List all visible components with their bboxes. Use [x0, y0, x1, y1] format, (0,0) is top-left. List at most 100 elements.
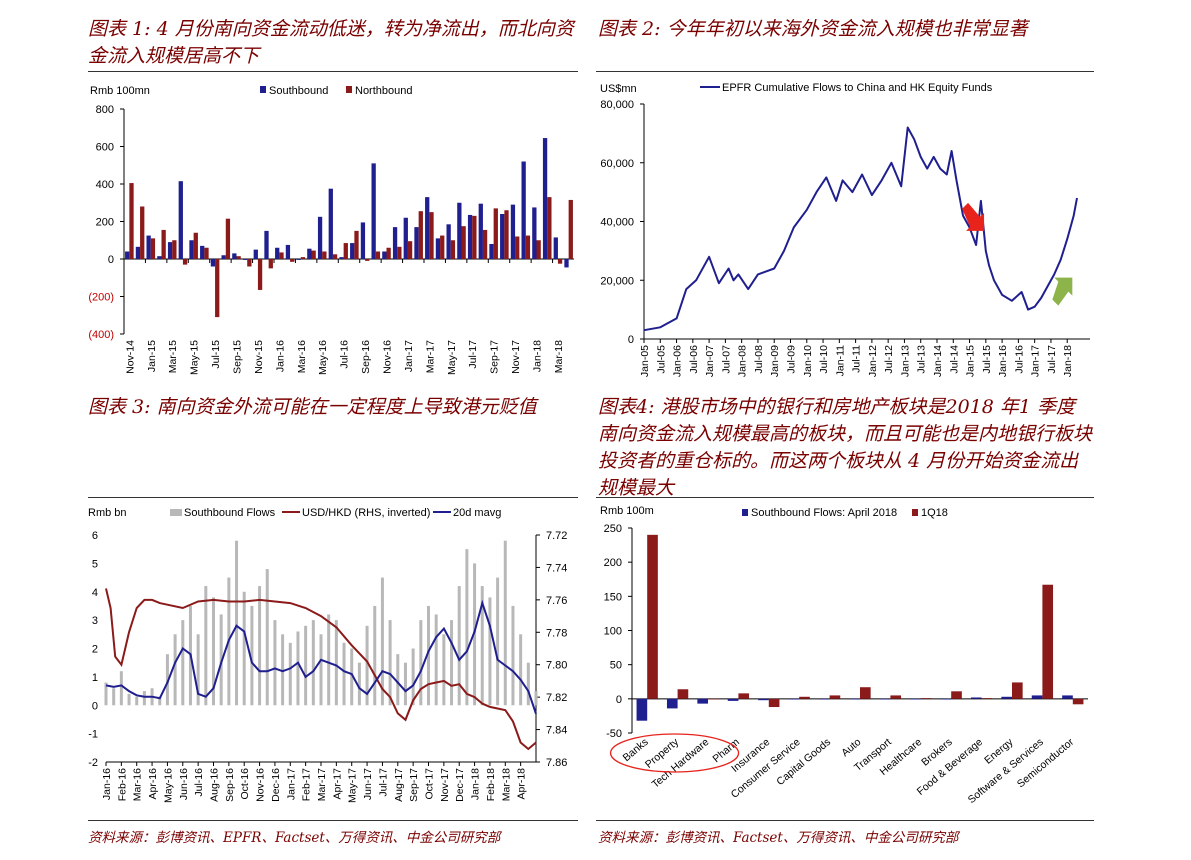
fig1-bar-northbound [386, 247, 391, 259]
fig3-x-tick-label: Mar-18 [500, 768, 512, 801]
fig1-bar-southbound [146, 235, 151, 259]
fig1-bar-northbound [397, 246, 402, 259]
fig3-southbound-bar [357, 662, 361, 706]
fig2-x-tick-label: Jul-13 [916, 345, 928, 374]
fig1-bar-southbound [285, 244, 291, 259]
fig2-x-tick-label: Jul-16 [1013, 345, 1025, 374]
fig3-southbound-bar [181, 620, 185, 706]
fig1-bar-southbound [264, 230, 269, 259]
fig1-bar-southbound [446, 224, 451, 259]
fig2-x-tick-label: Jan-17 [1030, 345, 1042, 377]
fig1-bar-northbound [493, 208, 498, 259]
fig2-x-tick-label: Jul-17 [1046, 345, 1058, 374]
fig2-epfr-line [643, 126, 1078, 332]
fig1-bar-southbound [125, 251, 130, 259]
fig1-bar-southbound [232, 253, 237, 259]
fig3-southbound-bar [434, 614, 438, 706]
fig3-southbound-bar [373, 605, 377, 706]
fig3-legend-label: Southbound Flows [184, 507, 276, 519]
fig2-down-arrow [962, 202, 985, 231]
fig1-bar-northbound [332, 254, 338, 259]
fig1-y-tick-label: 400 [96, 179, 114, 191]
fig3-southbound-bar [304, 625, 308, 706]
fig3-x-tick-label: Mar-17 [316, 768, 328, 801]
fig3-southbound-bar [403, 662, 407, 706]
fig1-bar-northbound [429, 212, 434, 259]
fig1-bar-northbound [140, 206, 145, 259]
fig3-x-tick-label: May-16 [162, 768, 174, 803]
fig3-southbound-bar [104, 682, 108, 706]
fig4-bar-1q18 [647, 534, 658, 699]
fig1-bar-northbound [568, 199, 573, 259]
source-note-left: 资料来源：彭博资讯、EPFR、Factset、万得资讯、中金公司研究部 [88, 830, 501, 846]
fig1-bar-southbound [157, 256, 162, 259]
fig1-bar-northbound [407, 241, 413, 259]
fig4-bar-april-2018 [1031, 695, 1043, 699]
fig4-bar-1q18 [768, 698, 780, 708]
fig1-bar-southbound [317, 216, 323, 259]
fig3-southbound-bar [342, 642, 346, 706]
fig1-bar-southbound [360, 222, 366, 259]
fig1-x-tick-label: Jan-18 [532, 340, 544, 372]
fig1-x-tick-label: May-16 [317, 340, 329, 375]
fig3-x-tick-label: Apr-16 [147, 768, 159, 800]
fig2-x-tick-label: Jan-14 [932, 345, 944, 377]
fig4-bar-april-2018 [1001, 696, 1012, 699]
fig3-unit-label: Rmb bn [88, 507, 127, 519]
fig3-southbound-bar [212, 597, 215, 706]
fig4-y-tick-label: 50 [610, 660, 622, 672]
fig3-southbound-bar [265, 569, 269, 706]
fig1-bar-southbound [167, 242, 173, 259]
fig2-y-tick-label: 60,000 [600, 158, 634, 170]
figure-4-divider [596, 497, 1094, 498]
fig3-x-tick-label: Mar-16 [132, 768, 144, 801]
fig1-x-tick-label: Nov-16 [382, 340, 394, 374]
fig1-bar-northbound [215, 259, 220, 318]
fig4-bar-1q18 [738, 693, 750, 699]
fig2-y-tick-label: 20,000 [600, 275, 634, 287]
fig1-bar-southbound [489, 244, 494, 259]
fig1-bar-northbound [182, 259, 188, 265]
fig1-x-tick-label: May-17 [446, 340, 458, 375]
fig3-x-tick-label: Feb-18 [485, 768, 497, 801]
fig3-southbound-bar [242, 591, 246, 706]
fig1-bar-southbound [510, 204, 516, 259]
fig1-x-tick-label: Nov-14 [124, 340, 136, 374]
fig1-x-tick-label: Sep-15 [232, 340, 244, 374]
fig1-bar-southbound [382, 251, 387, 259]
fig1-bar-northbound [557, 259, 563, 264]
fig2-x-tick-label: Jul-05 [655, 345, 667, 374]
fig4-bar-april-2018 [1062, 695, 1073, 699]
fig3-x-tick-label: Nov-17 [439, 768, 451, 802]
fig3-legend-swatch-flows [170, 509, 182, 516]
fig1-x-tick-label: Jan-15 [146, 340, 158, 372]
fig3-southbound-bar [519, 634, 523, 706]
fig2-x-tick-label: Jul-06 [688, 345, 700, 374]
fig1-bar-northbound [268, 259, 273, 269]
figure-3-bottom-rule [88, 820, 578, 821]
fig1-bar-northbound [504, 210, 509, 259]
fig3-southbound-bar [127, 693, 131, 706]
fig3-southbound-bar [204, 586, 208, 706]
fig1-bar-southbound [425, 197, 430, 259]
figure-4-bottom-rule [596, 820, 1094, 821]
fig3-southbound-bar [165, 654, 169, 706]
fig1-bar-northbound [525, 235, 531, 259]
figure-1-chart: Rmb 100mn 800 600 400 200 0 (200) (400) Nov-14 Ja… [88, 76, 583, 388]
fig1-bar-southbound [339, 257, 344, 259]
fig3-southbound-bar [388, 620, 392, 706]
fig1-bar-southbound [178, 181, 183, 259]
fig1-y-tick-label: (200) [88, 292, 114, 304]
fig3-southbound-bar [158, 696, 162, 706]
fig3-southbound-bar [534, 691, 538, 706]
fig4-bar-april-2018 [666, 698, 678, 709]
fig3-southbound-bar [142, 691, 146, 706]
fig1-bar-northbound [204, 247, 209, 259]
fig4-legend-label: Southbound Flows: April 2018 [751, 507, 897, 519]
fig3-x-tick-label: Jun-17 [362, 768, 374, 800]
fig2-x-tick-label: Jul-14 [948, 345, 960, 374]
fig1-bar-southbound [403, 217, 408, 259]
fig3-southbound-bar [119, 671, 123, 706]
fig1-bar-southbound [467, 214, 473, 259]
fig4-legend-swatch-1q18 [912, 509, 918, 516]
